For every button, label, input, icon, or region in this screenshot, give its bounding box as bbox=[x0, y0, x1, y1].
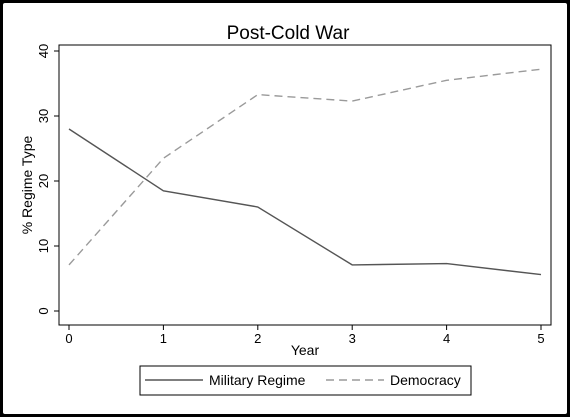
x-tick-label: 5 bbox=[537, 331, 544, 346]
x-axis: 0 1 2 3 4 5 bbox=[65, 325, 545, 346]
y-tick-label: 20 bbox=[36, 174, 51, 188]
x-tick-label: 0 bbox=[65, 331, 72, 346]
x-tick-label: 3 bbox=[349, 331, 356, 346]
legend-label-military: Military Regime bbox=[209, 372, 306, 388]
series-line-military bbox=[68, 128, 542, 276]
y-tick-label: 10 bbox=[36, 239, 51, 253]
y-axis: 0 10 20 30 40 bbox=[36, 44, 59, 315]
legend-label-democracy: Democracy bbox=[390, 372, 461, 388]
x-axis-label: Year bbox=[291, 342, 320, 358]
x-tick-label: 4 bbox=[443, 331, 450, 346]
y-tick-label: 0 bbox=[36, 307, 51, 314]
y-tick-label: 40 bbox=[36, 44, 51, 58]
legend-box bbox=[139, 365, 472, 396]
chart-title: Post-Cold War bbox=[227, 23, 350, 44]
plot-area bbox=[58, 44, 552, 326]
legend: Military Regime Democracy bbox=[139, 365, 472, 396]
y-axis-label: % Regime Type bbox=[19, 136, 35, 235]
x-tick-label: 1 bbox=[160, 331, 167, 346]
line-chart: Post-Cold War 0 10 20 30 40 0 1 2 3 4 5 % Regime … bbox=[19, 23, 552, 396]
series-line-democracy bbox=[68, 68, 542, 266]
chart-frame: Post-Cold War 0 10 20 30 40 0 1 2 3 4 5 % Regime … bbox=[3, 3, 567, 414]
y-tick-label: 30 bbox=[36, 109, 51, 123]
series-group bbox=[68, 68, 542, 276]
x-tick-label: 2 bbox=[254, 331, 261, 346]
